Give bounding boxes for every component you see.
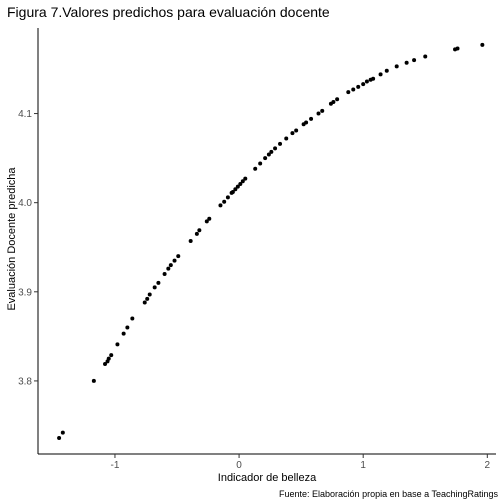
data-point [60, 430, 65, 435]
data-point [238, 181, 243, 186]
data-point [168, 263, 173, 268]
data-point [361, 82, 366, 87]
data-point [166, 266, 171, 271]
data-point [156, 280, 161, 285]
data-point [294, 128, 299, 133]
data-point [222, 199, 227, 204]
data-point [378, 72, 383, 77]
data-point [290, 131, 295, 136]
y-tick-label: 4.0 [18, 198, 32, 209]
data-point [273, 146, 278, 151]
data-point [103, 361, 108, 366]
data-point [233, 187, 238, 192]
data-point [207, 216, 212, 221]
data-point [335, 97, 340, 102]
data-point [331, 99, 336, 104]
data-point [253, 166, 258, 171]
data-point [109, 353, 114, 358]
data-point [480, 42, 485, 47]
data-point [204, 219, 209, 224]
axes: -1 0 1 2 3.8 3.9 4.0 4.1 [18, 28, 496, 471]
data-point [230, 189, 235, 194]
data-point [364, 79, 369, 84]
data-point [304, 120, 309, 125]
data-point [278, 141, 283, 146]
data-points [57, 42, 485, 440]
data-point [269, 149, 274, 154]
data-point [243, 176, 248, 181]
x-tick-label: 0 [236, 460, 242, 471]
data-point [115, 342, 120, 347]
data-point [162, 271, 167, 276]
data-point [235, 184, 240, 189]
data-point [188, 239, 193, 243]
data-point [263, 156, 268, 161]
data-point [152, 285, 157, 290]
x-tick-label: 2 [485, 460, 491, 471]
y-tick-label: 4.1 [18, 109, 32, 120]
data-point [384, 68, 389, 73]
y-tick-label: 3.8 [18, 376, 32, 387]
data-point [130, 316, 135, 321]
data-point [412, 58, 417, 63]
chart-caption: Fuente: Elaboración propia en base a Tea… [279, 489, 498, 499]
data-point [320, 108, 325, 113]
data-point [316, 111, 321, 116]
data-point [240, 179, 245, 184]
data-point [57, 435, 62, 440]
data-point [394, 64, 399, 69]
data-point [197, 228, 202, 233]
data-point [346, 90, 351, 95]
x-axis-title: Indicador de belleza [218, 472, 317, 484]
data-point [218, 203, 223, 208]
data-point [125, 325, 130, 330]
data-point [176, 254, 181, 259]
data-point [455, 46, 460, 51]
data-point [266, 152, 271, 157]
data-point [106, 356, 111, 361]
data-point [225, 195, 230, 200]
data-point [404, 60, 409, 65]
chart-title: Figura 7.Valores predichos para evaluaci… [7, 4, 330, 20]
data-point [351, 87, 356, 92]
data-point [258, 161, 263, 166]
y-axis-title: Evaluación Docente predicha [6, 167, 18, 311]
data-point [147, 292, 152, 297]
data-point [91, 378, 96, 383]
data-point [145, 296, 150, 301]
data-point [142, 300, 147, 305]
data-point [121, 331, 126, 336]
data-point [172, 258, 177, 263]
data-point [309, 116, 314, 121]
data-point [423, 54, 428, 59]
x-tick-label: -1 [111, 460, 120, 471]
x-tick-label: 1 [360, 460, 366, 471]
y-tick-label: 3.9 [18, 287, 32, 298]
data-point [356, 84, 361, 89]
data-point [194, 231, 199, 236]
data-point [371, 76, 376, 81]
data-point [284, 136, 289, 141]
